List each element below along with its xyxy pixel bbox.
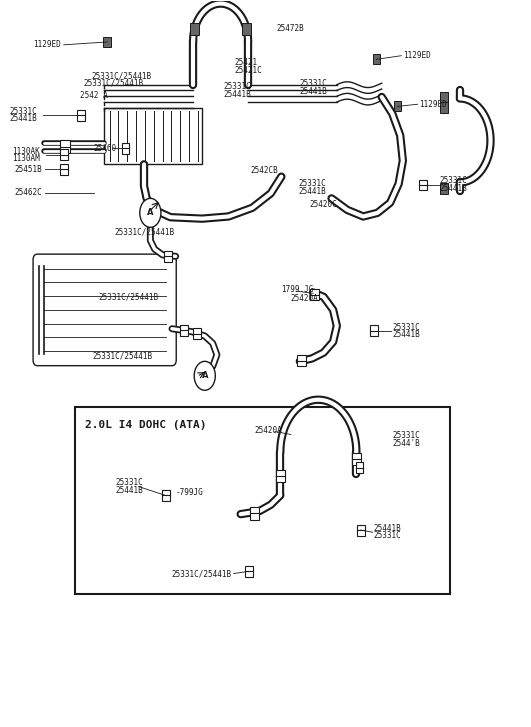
FancyBboxPatch shape [33,254,176,366]
Text: 25441B: 25441B [440,184,468,193]
Bar [352,453,361,465]
Bar [60,150,67,161]
Text: 25460: 25460 [94,144,117,153]
Text: 25331C: 25331C [300,79,328,89]
Bar [357,525,365,536]
FancyBboxPatch shape [440,182,448,193]
Text: 2.0L I4 DOHC (ATA): 2.0L I4 DOHC (ATA) [85,420,207,430]
Text: 25331C: 25331C [10,107,37,116]
Bar [105,108,202,164]
Text: 2542CB: 2542CB [251,166,278,174]
FancyBboxPatch shape [373,55,380,65]
Bar [370,326,378,337]
Text: 25331C: 25331C [374,531,401,540]
Text: 2544'B: 2544'B [392,438,420,448]
Text: 1129ED: 1129ED [33,40,61,49]
Text: 25441B: 25441B [10,114,37,123]
Circle shape [140,198,161,228]
FancyBboxPatch shape [440,92,448,103]
FancyBboxPatch shape [191,23,199,35]
Text: 25420A: 25420A [255,425,282,435]
Text: 25472B: 25472B [276,25,304,33]
Bar [276,470,285,482]
Text: -799JG: -799JG [176,488,203,497]
Text: 25331C: 25331C [440,177,468,185]
Text: 25331C/25441B: 25331C/25441B [114,228,174,236]
Bar [60,164,67,174]
Bar [122,143,130,154]
Bar [75,407,450,594]
Text: 25331C/25441B: 25331C/25441B [83,79,143,88]
Text: 1129ED: 1129ED [403,51,431,60]
Text: 25420C: 25420C [310,200,337,209]
Circle shape [194,361,215,390]
Text: 2542 A: 2542 A [80,91,107,100]
Text: 25420A: 25420A [291,294,319,303]
Text: 25331C/25441B: 25331C/25441B [171,569,231,578]
Text: 25331C/25441B: 25331C/25441B [93,352,153,361]
Bar [251,507,260,520]
Text: 25331C: 25331C [115,478,143,488]
Text: 25441B: 25441B [299,187,327,196]
FancyBboxPatch shape [440,102,448,113]
Bar [193,329,201,340]
Bar [419,180,426,190]
Bar [162,490,170,501]
Text: 25441B: 25441B [392,330,420,339]
Text: A: A [147,209,153,217]
Text: 25331C: 25331C [299,180,327,188]
Text: 25331C: 25331C [392,431,420,441]
FancyBboxPatch shape [104,37,111,47]
Bar [245,566,253,577]
Text: 25462C: 25462C [14,188,42,197]
Text: 25451B: 25451B [14,165,42,174]
Text: 25421: 25421 [235,58,258,68]
Text: 25331C/25441B: 25331C/25441B [98,292,158,302]
Text: 25441B: 25441B [374,524,401,533]
Text: 25331C: 25331C [223,82,251,92]
Text: 1130AK: 1130AK [12,147,40,156]
Text: 25441B: 25441B [115,486,143,495]
Text: 25331C: 25331C [392,323,420,332]
Bar [311,289,319,300]
Bar [356,462,364,473]
FancyBboxPatch shape [394,101,401,111]
Text: 1130AM: 1130AM [12,154,40,163]
Bar [164,251,172,262]
Bar [60,140,70,153]
Bar [76,110,84,121]
Text: 25441B: 25441B [300,87,328,96]
Bar [179,325,187,336]
Text: 1129ED: 1129ED [418,100,447,109]
Bar [297,355,306,366]
Text: 1799.JG: 1799.JG [281,285,314,294]
Text: 25331C/25441B: 25331C/25441B [91,71,151,81]
Text: 25441B: 25441B [223,89,251,99]
Text: 25421C: 25421C [235,65,263,75]
Text: A: A [201,371,208,380]
FancyBboxPatch shape [242,23,251,35]
